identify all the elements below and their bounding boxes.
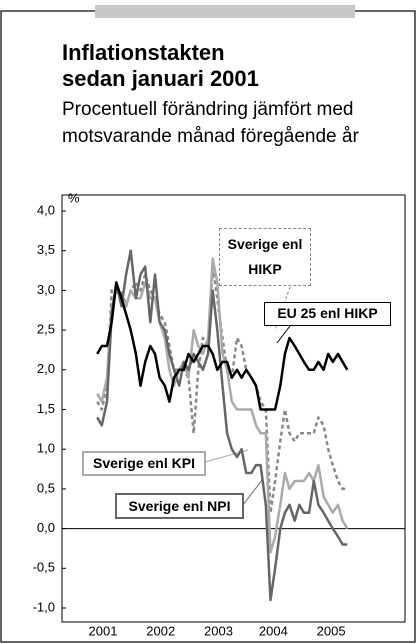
- x-tick-label: 2002: [146, 623, 175, 638]
- pointer: [276, 325, 291, 344]
- y-tick-label: 3,0: [37, 282, 55, 297]
- top-bar-cover: [95, 5, 355, 18]
- series-line: [96, 281, 349, 411]
- legend-label: Sverige enl KPI: [82, 451, 206, 476]
- y-tick-label: -0,5: [33, 560, 55, 575]
- x-tick-label: 2001: [89, 623, 118, 638]
- y-tick-label: 0,5: [37, 480, 55, 495]
- subtitle: Procentuell förändring jämfört med motsv…: [62, 99, 359, 147]
- y-tick-label: 3,5: [37, 242, 55, 257]
- series-line: [96, 249, 348, 602]
- y-tick-label: -1,0: [33, 599, 55, 614]
- title: Inflationstakten sedan januari 2001: [62, 40, 259, 91]
- series-line: [96, 257, 349, 554]
- y-tick-label: 1,5: [37, 401, 55, 416]
- y-tick-label: 4,0: [37, 202, 55, 217]
- x-tick-label: 2005: [317, 623, 346, 638]
- y-tick-label: 2,0: [37, 361, 55, 376]
- plot-frame: [61, 194, 406, 623]
- y-tick-label: 0,0: [37, 520, 55, 535]
- legend-label: EU 25 enl HIKP: [264, 302, 391, 326]
- pointer: [242, 479, 263, 506]
- y-axis-label: %: [68, 190, 80, 205]
- y-tick-label: 2,5: [37, 322, 55, 337]
- legend-label: Sverige enl HIKP: [219, 228, 311, 286]
- x-tick-label: 2003: [204, 623, 233, 638]
- y-tick-label: 1,0: [37, 441, 55, 456]
- x-tick-label: 2004: [259, 623, 288, 638]
- legend-label: Sverige enl NPI: [115, 493, 244, 519]
